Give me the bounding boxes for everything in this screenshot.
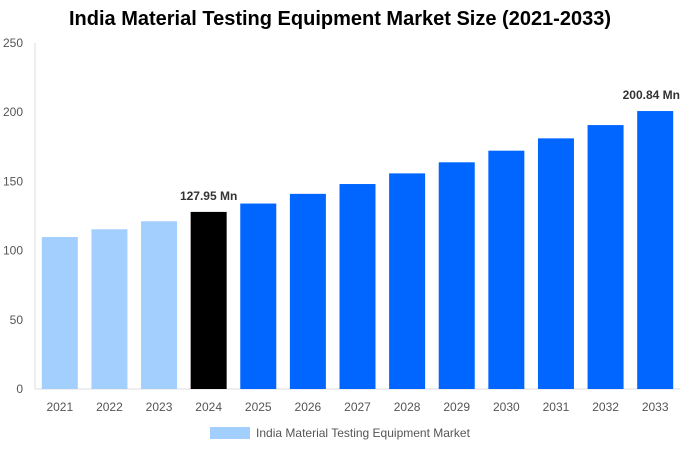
- bar-2025: [240, 203, 277, 389]
- x-tick-label: 2026: [295, 400, 322, 414]
- chart-title: India Material Testing Equipment Market …: [68, 8, 611, 30]
- bar-2032: [587, 125, 624, 389]
- legend-swatch: [210, 427, 251, 439]
- bar-2029: [438, 162, 475, 389]
- x-tick-label: 2031: [543, 400, 570, 414]
- data-label-2024: 127.95 Mn: [180, 189, 237, 203]
- legend: India Material Testing Equipment Market: [0, 426, 680, 440]
- x-tick-label: 2029: [443, 400, 470, 414]
- bar-2031: [537, 138, 574, 389]
- bar-2026: [289, 193, 326, 389]
- x-tick-label: 2033: [642, 400, 669, 414]
- y-tick-label: 250: [3, 36, 23, 50]
- bar-2022: [91, 229, 128, 389]
- data-label-2033: 200.84 Mn: [623, 88, 680, 102]
- bar-2024: [190, 211, 227, 389]
- x-tick-label: 2022: [96, 400, 123, 414]
- y-tick-label: 200: [3, 105, 23, 119]
- y-tick-label: 150: [3, 174, 23, 188]
- bar-2033: [637, 111, 674, 389]
- x-tick-label: 2028: [394, 400, 421, 414]
- bar-2030: [488, 150, 525, 389]
- legend-label: India Material Testing Equipment Market: [256, 426, 470, 440]
- bar-2028: [389, 173, 426, 389]
- x-tick-label: 2024: [195, 400, 222, 414]
- x-tick-label: 2025: [245, 400, 272, 414]
- y-tick-label: 100: [3, 244, 23, 258]
- x-tick-label: 2030: [493, 400, 520, 414]
- x-tick-label: 2032: [592, 400, 619, 414]
- bar-2021: [41, 237, 78, 389]
- bar-2023: [141, 221, 178, 389]
- y-tick-label: 50: [10, 313, 24, 327]
- y-tick-label: 0: [16, 382, 23, 396]
- bar-2027: [339, 184, 376, 389]
- x-tick-label: 2021: [46, 400, 73, 414]
- x-tick-label: 2023: [146, 400, 173, 414]
- x-tick-label: 2027: [344, 400, 371, 414]
